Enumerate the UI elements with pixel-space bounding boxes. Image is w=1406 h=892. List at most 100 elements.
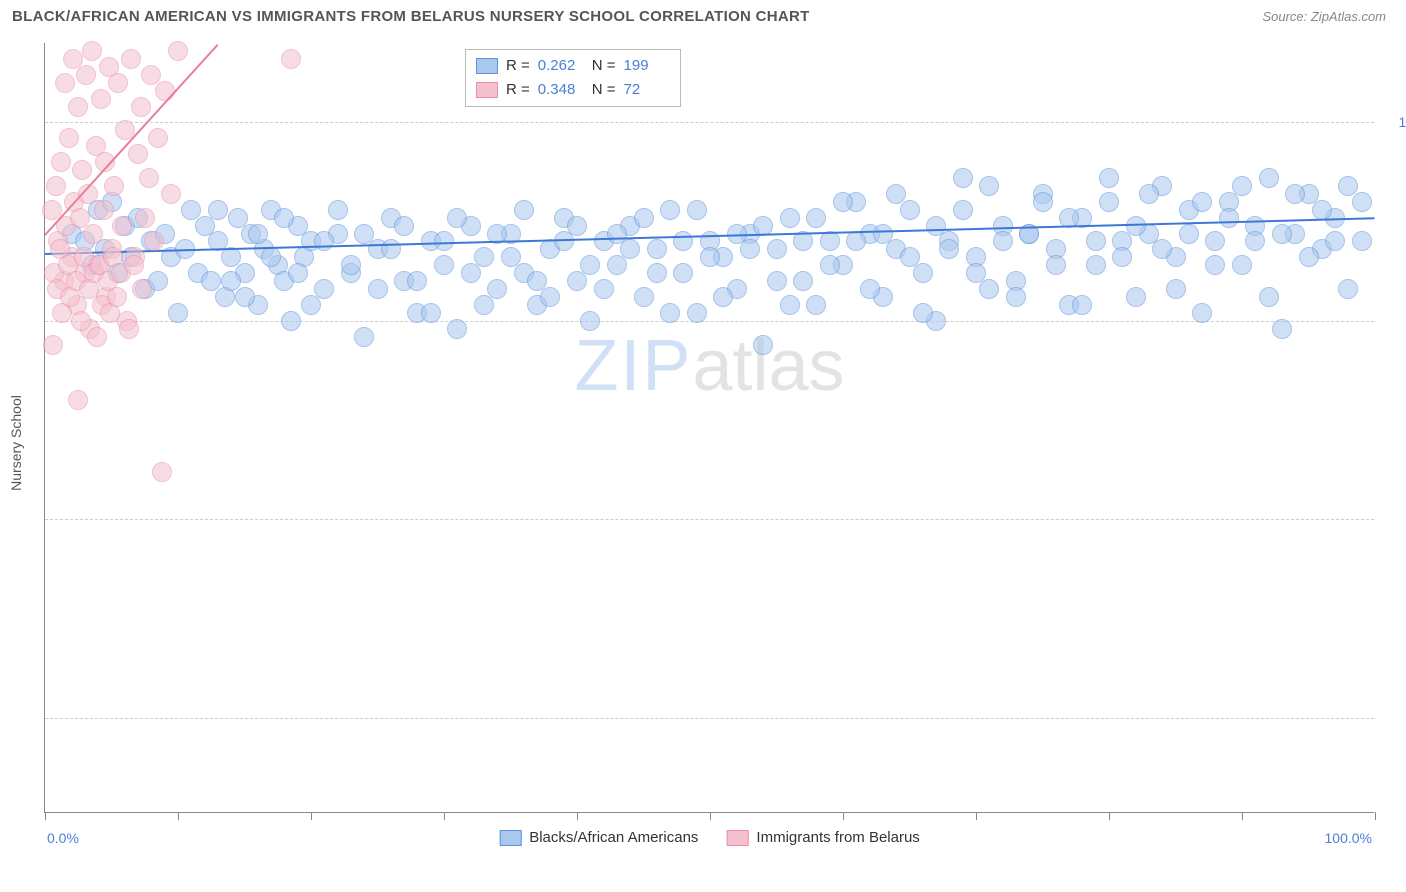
data-point-series1 xyxy=(846,231,866,251)
data-point-series1 xyxy=(953,168,973,188)
data-point-series1 xyxy=(767,239,787,259)
data-point-series1 xyxy=(1152,239,1172,259)
data-point-series1 xyxy=(447,319,467,339)
data-point-series1 xyxy=(1232,176,1252,196)
data-point-series1 xyxy=(687,200,707,220)
data-point-series1 xyxy=(926,216,946,236)
xtick-mark xyxy=(1375,812,1376,820)
data-point-series1 xyxy=(447,208,467,228)
data-point-series1 xyxy=(979,176,999,196)
data-point-series1 xyxy=(860,279,880,299)
xtick-mark xyxy=(1242,812,1243,820)
data-point-series1 xyxy=(514,200,534,220)
data-point-series2 xyxy=(91,89,111,109)
data-point-series1 xyxy=(833,192,853,212)
data-point-series1 xyxy=(368,279,388,299)
xtick-mark xyxy=(311,812,312,820)
data-point-series2 xyxy=(68,97,88,117)
data-point-series1 xyxy=(487,279,507,299)
data-point-series1 xyxy=(1192,303,1212,323)
data-point-series2 xyxy=(83,224,103,244)
stat-r-label: R = xyxy=(506,54,530,78)
data-point-series1 xyxy=(913,303,933,323)
data-point-series2 xyxy=(108,73,128,93)
data-point-series1 xyxy=(274,208,294,228)
data-point-series1 xyxy=(288,263,308,283)
watermark-part1: ZIP xyxy=(574,326,692,406)
data-point-series1 xyxy=(474,295,494,315)
data-point-series1 xyxy=(1312,200,1332,220)
data-point-series1 xyxy=(886,184,906,204)
data-point-series1 xyxy=(607,255,627,275)
data-point-series2 xyxy=(132,279,152,299)
data-point-series2 xyxy=(124,255,144,275)
source-attribution: Source: ZipAtlas.com xyxy=(1262,9,1386,24)
data-point-series1 xyxy=(634,208,654,228)
data-point-series1 xyxy=(301,295,321,315)
data-point-series2 xyxy=(119,319,139,339)
legend-item-2: Immigrants from Belarus xyxy=(726,829,919,846)
data-point-series1 xyxy=(354,224,374,244)
data-point-series1 xyxy=(820,231,840,251)
data-point-series1 xyxy=(580,255,600,275)
data-point-series1 xyxy=(1205,255,1225,275)
data-point-series1 xyxy=(1299,247,1319,267)
data-point-series1 xyxy=(740,239,760,259)
legend-swatch-2 xyxy=(726,830,748,846)
data-point-series1 xyxy=(407,271,427,291)
data-point-series1 xyxy=(594,279,614,299)
data-point-series1 xyxy=(554,231,574,251)
data-point-series1 xyxy=(1245,231,1265,251)
data-point-series2 xyxy=(71,311,91,331)
data-point-series1 xyxy=(793,271,813,291)
data-point-series2 xyxy=(121,49,141,69)
legend-swatch-1 xyxy=(499,830,521,846)
data-point-series1 xyxy=(314,279,334,299)
xtick-mark xyxy=(976,812,977,820)
data-point-series1 xyxy=(1112,247,1132,267)
data-point-series1 xyxy=(673,263,693,283)
ytick-label: 100.0% xyxy=(1382,114,1406,130)
data-point-series2 xyxy=(43,335,63,355)
data-point-series1 xyxy=(567,216,587,236)
data-point-series1 xyxy=(567,271,587,291)
data-point-series1 xyxy=(208,200,228,220)
data-point-series1 xyxy=(394,216,414,236)
data-point-series2 xyxy=(72,160,92,180)
data-point-series1 xyxy=(461,263,481,283)
data-point-series2 xyxy=(51,152,71,172)
data-point-series2 xyxy=(82,41,102,61)
stats-row-series1: R = 0.262 N = 199 xyxy=(476,54,670,78)
data-point-series1 xyxy=(939,239,959,259)
data-point-series1 xyxy=(900,200,920,220)
swatch-series1 xyxy=(476,58,498,74)
stat-r-value-2: 0.348 xyxy=(538,78,584,102)
data-point-series1 xyxy=(341,255,361,275)
data-point-series2 xyxy=(148,128,168,148)
data-point-series1 xyxy=(634,287,654,307)
data-point-series1 xyxy=(1086,255,1106,275)
data-point-series1 xyxy=(900,247,920,267)
ytick-label: 95.0% xyxy=(1382,511,1406,527)
data-point-series1 xyxy=(1033,192,1053,212)
x-range-left: 0.0% xyxy=(47,830,79,846)
data-point-series1 xyxy=(1099,192,1119,212)
data-point-series2 xyxy=(161,184,181,204)
data-point-series1 xyxy=(713,287,733,307)
data-point-series1 xyxy=(993,231,1013,251)
legend-label-1: Blacks/African Americans xyxy=(529,829,698,846)
data-point-series1 xyxy=(434,255,454,275)
ytick-label: 92.5% xyxy=(1382,710,1406,726)
data-point-series2 xyxy=(55,73,75,93)
data-point-series1 xyxy=(1232,255,1252,275)
stat-n-label: N = xyxy=(592,78,616,102)
data-point-series1 xyxy=(1272,224,1292,244)
stat-r-value-1: 0.262 xyxy=(538,54,584,78)
data-point-series2 xyxy=(168,41,188,61)
legend-item-1: Blacks/African Americans xyxy=(499,829,698,846)
data-point-series2 xyxy=(135,208,155,228)
data-point-series1 xyxy=(673,231,693,251)
data-point-series1 xyxy=(381,239,401,259)
swatch-series2 xyxy=(476,82,498,98)
data-point-series1 xyxy=(540,287,560,307)
